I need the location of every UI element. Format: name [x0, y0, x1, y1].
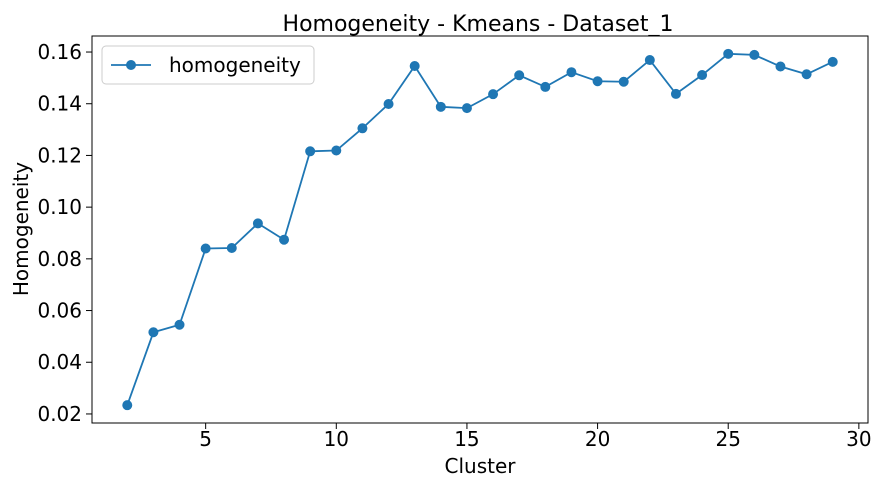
x-tick-label: 25: [715, 427, 740, 451]
data-point: [435, 101, 446, 112]
legend-box: [101, 45, 315, 85]
plot-frame: [91, 35, 869, 424]
data-point: [827, 56, 838, 67]
y-tick-label: 0.10: [37, 195, 82, 219]
x-tick-label: 10: [324, 427, 349, 451]
homogeneity-series-points: [122, 48, 838, 411]
data-point: [775, 61, 786, 72]
data-point: [670, 88, 681, 99]
data-point: [174, 319, 185, 330]
data-point: [723, 48, 734, 59]
data-point: [540, 81, 551, 92]
y-tick-label: 0.08: [37, 247, 82, 271]
data-point: [697, 70, 708, 81]
data-point: [357, 123, 368, 134]
data-point: [461, 103, 472, 114]
y-tick-label: 0.04: [37, 350, 82, 374]
data-point: [514, 70, 525, 81]
chart-title: Homogeneity - Kmeans - Dataset_1: [283, 12, 674, 37]
y-tick-label: 0.06: [37, 299, 82, 323]
data-point: [383, 98, 394, 109]
data-point: [305, 146, 316, 157]
x-axis-label: Cluster: [445, 454, 517, 478]
data-point: [122, 400, 133, 411]
data-point: [409, 60, 420, 71]
data-point: [226, 242, 237, 253]
data-point: [749, 49, 760, 60]
x-tick-label: 20: [585, 427, 610, 451]
x-tick-label: 15: [454, 427, 479, 451]
y-axis-label: Homogeneity: [9, 162, 33, 296]
data-point: [331, 145, 342, 156]
data-point: [644, 55, 655, 66]
legend: homogeneity: [101, 45, 315, 85]
legend-label: homogeneity: [169, 53, 301, 77]
data-point: [252, 218, 263, 229]
data-point: [200, 243, 211, 254]
y-axis-ticks: 0.02 0.04 0.06 0.08 0.10 0.12 0.14 0.16: [37, 40, 92, 426]
y-tick-label: 0.02: [37, 402, 82, 426]
homogeneity-series-line: [126, 52, 834, 406]
data-point: [566, 67, 577, 78]
x-tick-label: 30: [846, 427, 871, 451]
data-point: [618, 76, 629, 87]
y-tick-label: 0.12: [37, 143, 82, 167]
data-point: [801, 69, 812, 80]
data-point: [592, 76, 603, 87]
data-point: [148, 327, 159, 338]
legend-marker-swatch: [126, 60, 136, 70]
x-tick-label: 5: [199, 427, 212, 451]
data-point: [279, 234, 290, 245]
x-axis-ticks: 5 10 15 20 25 30: [199, 423, 872, 451]
data-point: [488, 89, 499, 100]
y-tick-label: 0.16: [37, 40, 82, 64]
y-tick-label: 0.14: [37, 92, 82, 116]
